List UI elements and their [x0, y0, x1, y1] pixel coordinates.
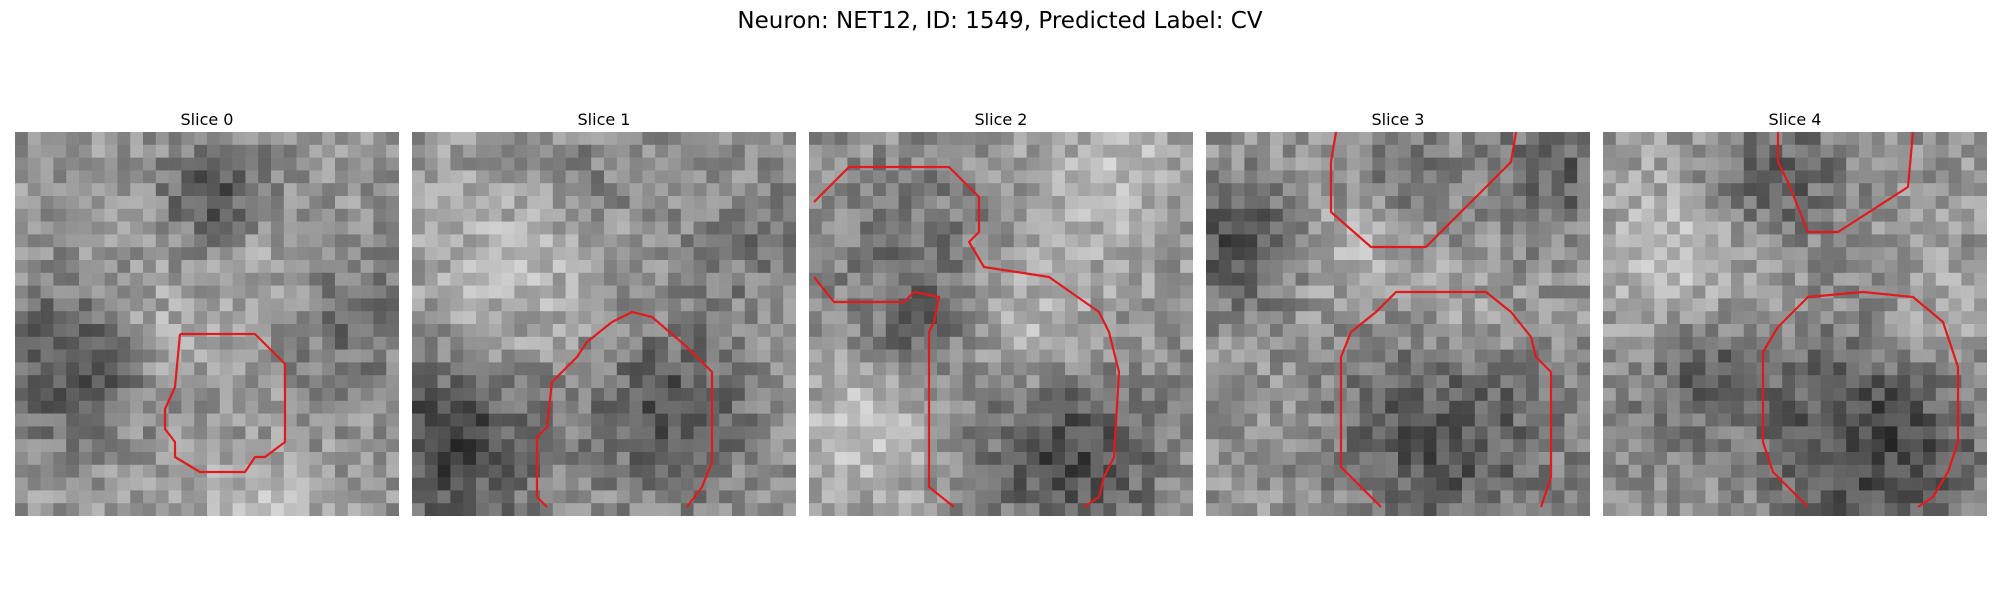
cell-contour [813, 165, 1121, 508]
slice-title: Slice 0 [180, 110, 234, 129]
cell-contour [813, 276, 955, 508]
slice-title: Slice 3 [1371, 110, 1425, 129]
cell-contour [1761, 290, 1960, 508]
slice-panel-3: Slice 3 [1206, 108, 1590, 516]
slice-image [412, 132, 796, 516]
slice-image [1206, 132, 1590, 516]
cell-contour [1329, 132, 1518, 249]
slice-panel-0: Slice 0 [15, 108, 399, 516]
cell-contour [535, 310, 714, 508]
figure-title: Neuron: NET12, ID: 1549, Predicted Label… [737, 8, 1263, 34]
slice-pixels [809, 132, 1193, 516]
slice-panel-2: Slice 2 [809, 108, 1193, 516]
slice-pixels [1603, 132, 1987, 516]
slice-pixels [15, 132, 399, 516]
slice-panel-1: Slice 1 [412, 108, 796, 516]
slice-title: Slice 1 [577, 110, 631, 129]
slice-title: Slice 4 [1768, 110, 1822, 129]
slice-panel-4: Slice 4 [1603, 108, 1987, 516]
slice-pixels [1206, 132, 1590, 516]
slice-image [1603, 132, 1987, 516]
slice-image [809, 132, 1193, 516]
cell-contour [1339, 290, 1553, 508]
cell-contour [163, 332, 287, 474]
cell-contour [1776, 132, 1915, 234]
slice-image [15, 132, 399, 516]
slice-title: Slice 2 [974, 110, 1028, 129]
slice-pixels [412, 132, 796, 516]
